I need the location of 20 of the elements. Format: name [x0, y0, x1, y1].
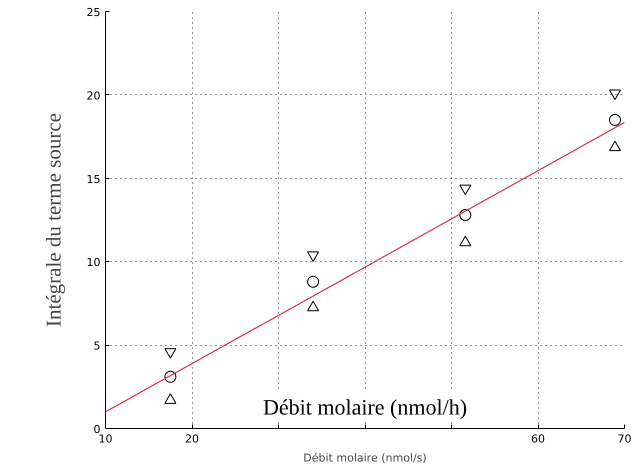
y-tick-label: 15: [86, 172, 101, 186]
point: [164, 393, 176, 404]
y-tick-label: 5: [94, 340, 100, 353]
x-tick-label: 20: [185, 432, 199, 446]
point: [608, 140, 621, 152]
point: [307, 276, 320, 288]
x-axis-title: Débit molaire (nmol/s): [303, 452, 427, 464]
x-tick-label: 60: [531, 432, 545, 446]
annotation: Débit molaire (nmol/h): [262, 394, 468, 420]
point: [307, 300, 320, 312]
point: [164, 370, 176, 383]
y-tick-label: 25: [86, 6, 101, 19]
point: [608, 114, 621, 126]
y-tick-label: 10: [86, 256, 101, 270]
y-axis-title: Intégrale du terme source: [42, 113, 66, 327]
point: [459, 209, 472, 221]
x-tick-label: 70: [618, 432, 632, 446]
point: [459, 236, 472, 246]
y-tick-label: 0: [94, 423, 100, 436]
y-tick-label: 20: [86, 89, 101, 102]
